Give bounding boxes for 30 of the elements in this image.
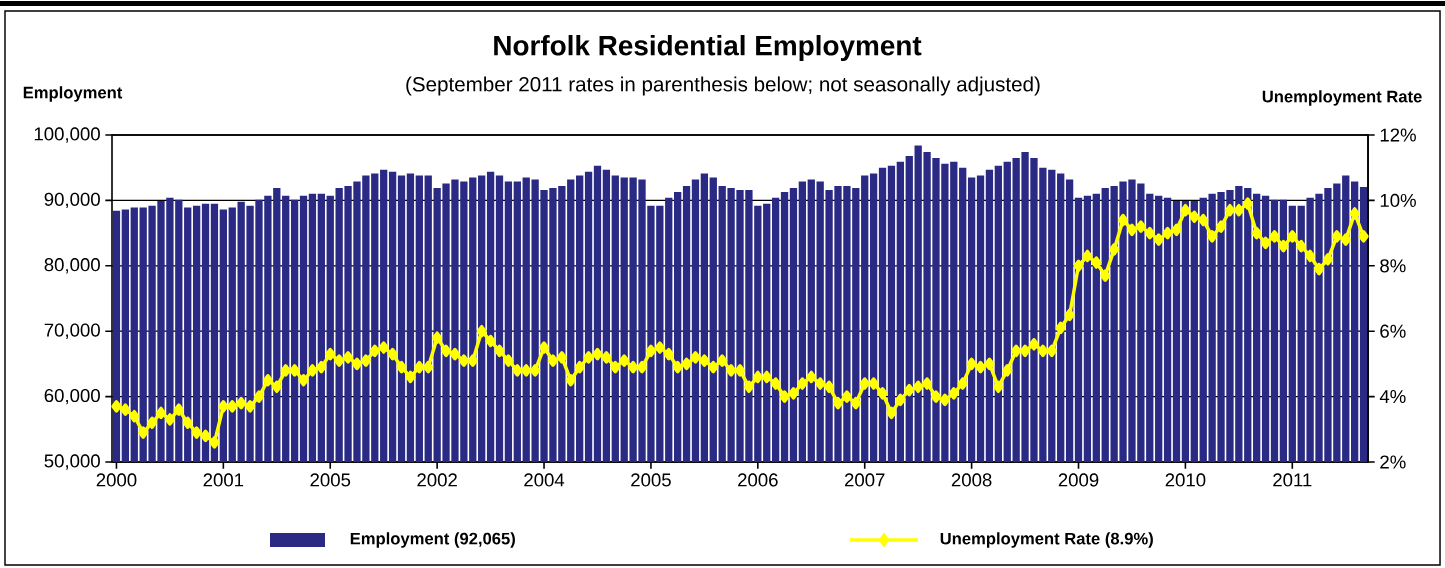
chart-subtitle: (September 2011 rates in parenthesis below; not seasonally adjusted) (406, 76, 1040, 96)
y2-axis-title: Unemployment Rate (1262, 90, 1422, 106)
y2-tick-label: 8% (1380, 259, 1406, 273)
y-tick-label: 100,000 (34, 127, 100, 143)
y-tick-label: 50,000 (44, 454, 100, 470)
y-axis-title: Employment (23, 86, 123, 102)
y2-tick-label: 2% (1380, 455, 1406, 469)
x-tick-label: 2005 (631, 473, 671, 487)
x-tick-label: 2010 (1165, 473, 1206, 487)
x-tick-label: 2001 (203, 473, 244, 487)
x-tick-label: 2011 (1273, 473, 1312, 487)
x-tick-label: 2008 (951, 473, 992, 487)
y-tick-label: 80,000 (44, 258, 100, 274)
y2-tick-label: 10% (1380, 193, 1416, 207)
x-tick-label: 2004 (524, 473, 565, 487)
y2-tick-label: 6% (1380, 324, 1406, 338)
y2-tick-label: 4% (1379, 390, 1406, 404)
y-tick-label: 60,000 (44, 388, 100, 405)
x-tick-label: 2009 (1058, 473, 1099, 487)
chart-title: Norfolk Residential Employment (494, 35, 922, 61)
x-tick-label: 2002 (417, 473, 457, 487)
y-tick-label: 70,000 (44, 323, 100, 339)
y2-tick-label: 12% (1380, 128, 1416, 142)
x-tick-label: 2007 (844, 473, 885, 487)
legend-label: Employment (92,065) (350, 532, 515, 548)
legend-label: Unemployment Rate (8.9%) (940, 532, 1153, 548)
y-tick-label: 90,000 (44, 192, 100, 209)
x-tick-label: 2005 (310, 473, 351, 487)
x-tick-label: 2006 (738, 473, 778, 487)
x-tick-label: 2000 (96, 473, 137, 487)
